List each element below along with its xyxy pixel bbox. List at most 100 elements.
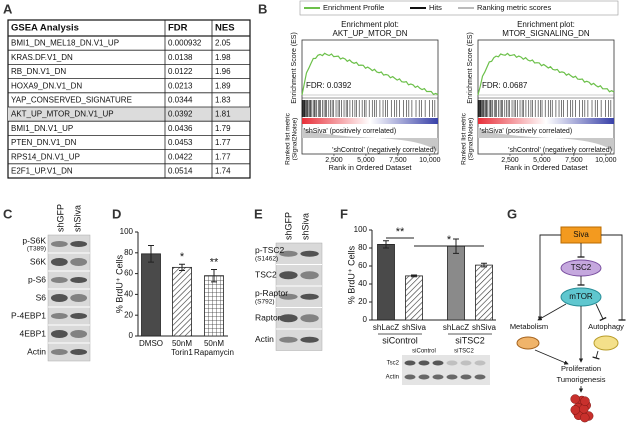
plot-title: Enrichment plot: [517, 20, 575, 29]
band [70, 258, 88, 266]
row-highlight [8, 107, 250, 122]
x-tick-label: 5,000 [357, 157, 375, 164]
lane-label: shSiva [300, 213, 310, 240]
x-axis-label: Rank in Ordered Dataset [329, 163, 413, 172]
table-cell: PTEN_DN.V1_DN [11, 138, 77, 147]
y-tick-label: 0 [129, 331, 134, 340]
band [300, 271, 319, 280]
edge [537, 303, 567, 321]
tumor-cell [570, 405, 581, 415]
x-tick-label: 7,500 [389, 157, 407, 164]
band [474, 374, 486, 380]
table-cell: 1.74 [215, 167, 231, 176]
band [70, 330, 88, 338]
table-cell: 0.0453 [168, 138, 193, 147]
node-label: Siva [573, 230, 589, 239]
blot-label: p-TSC2 [255, 245, 285, 255]
group-label: siControl [382, 335, 418, 345]
blot-label: Actin [27, 346, 46, 356]
band [432, 360, 444, 366]
table-cell: 1.77 [215, 152, 231, 161]
edge [592, 350, 600, 360]
band [446, 374, 458, 380]
band [50, 241, 68, 247]
table-cell: RB_DN.V1_DN [11, 67, 66, 76]
band [70, 241, 88, 247]
band [300, 314, 319, 323]
pos-label: 'shSiva' (positively correlated) [304, 128, 396, 135]
band [404, 360, 416, 366]
tumor-cell [580, 412, 590, 423]
panel-label: F [340, 206, 348, 221]
table-border [7, 19, 251, 179]
table-cell: 1.79 [215, 124, 231, 133]
tumor-cell [570, 394, 580, 404]
error-bar [148, 245, 154, 263]
y-axis-label: (Signal2Noise) [468, 118, 475, 161]
y-axis-label: Enrichment Score (ES) [467, 32, 474, 104]
table-cell: HOXA9_DN.V1_DN [11, 81, 82, 90]
error-bar [383, 240, 389, 249]
band [474, 360, 486, 366]
band [300, 336, 319, 343]
plot-title: MTOR_SIGNALING_DN [502, 29, 590, 38]
plot-title: Enrichment plot: [341, 20, 399, 29]
metric-area [302, 127, 438, 152]
blot-label: S6K [30, 256, 46, 266]
fdr-label: FDR: 0.0392 [306, 81, 352, 90]
blot-label: P-4EBP1 [11, 310, 46, 320]
band [300, 250, 319, 257]
neg-label: 'shControl' (negatively correlated) [508, 147, 612, 154]
table-cell: 1.98 [215, 53, 231, 62]
table-cell: 1.83 [215, 96, 231, 105]
band [70, 277, 88, 283]
legend-text: Enrichment Profile [323, 3, 384, 12]
es-frame [477, 39, 615, 155]
y-tick-label: 80 [358, 243, 367, 252]
panel-label: A [3, 1, 13, 16]
enrichment-curve [477, 52, 615, 96]
edge [601, 234, 626, 321]
y-tick-label: 100 [354, 225, 368, 234]
table-cell: 0.0138 [168, 53, 193, 62]
lane-label: shGFP [283, 212, 293, 240]
table-cell: RPS14_DN.V1_UP [11, 152, 80, 161]
y-axis-label: (Signal2Noise) [292, 118, 299, 161]
significance: * [180, 251, 185, 263]
panel-label: B [258, 1, 267, 16]
inset-row-label: Tsc2 [387, 361, 400, 367]
node-label: Metabolism [510, 322, 548, 331]
x-tick-label: 7,500 [565, 157, 583, 164]
node-label: mTOR [569, 292, 593, 301]
blot-label: p-Raptor [255, 288, 288, 298]
band [50, 313, 68, 319]
band [70, 313, 88, 319]
x-tick-label: Rapamycin [194, 348, 234, 357]
y-tick-label: 20 [124, 310, 133, 319]
legend-text: Hits [429, 3, 442, 12]
table-cell: AKT_UP_MTOR_DN.V1_UP [11, 110, 114, 119]
table-cell: 0.0392 [168, 110, 193, 119]
y-tick-label: 80 [124, 248, 133, 257]
pos-label: 'shSiva' (positively correlated) [480, 128, 572, 135]
band [446, 360, 458, 366]
table-cell: 0.0122 [168, 67, 193, 76]
x-tick-label: 50nM [172, 339, 192, 348]
band [279, 336, 298, 343]
table-header: NES [215, 23, 235, 34]
legend-text: Ranking metric scores [477, 3, 551, 12]
x-tick-label: Torin1 [171, 348, 193, 357]
band [418, 360, 430, 366]
table-cell: 1.77 [215, 138, 231, 147]
table-cell: 0.0422 [168, 152, 193, 161]
x-tick-label: shLacZ [443, 323, 469, 332]
band [50, 330, 68, 338]
table-cell: 0.000932 [168, 39, 202, 48]
bar [172, 266, 192, 337]
x-tick-label: 50nM [204, 339, 224, 348]
band [404, 374, 416, 380]
band [460, 374, 472, 380]
significance: ** [210, 256, 219, 268]
edge [534, 349, 569, 365]
